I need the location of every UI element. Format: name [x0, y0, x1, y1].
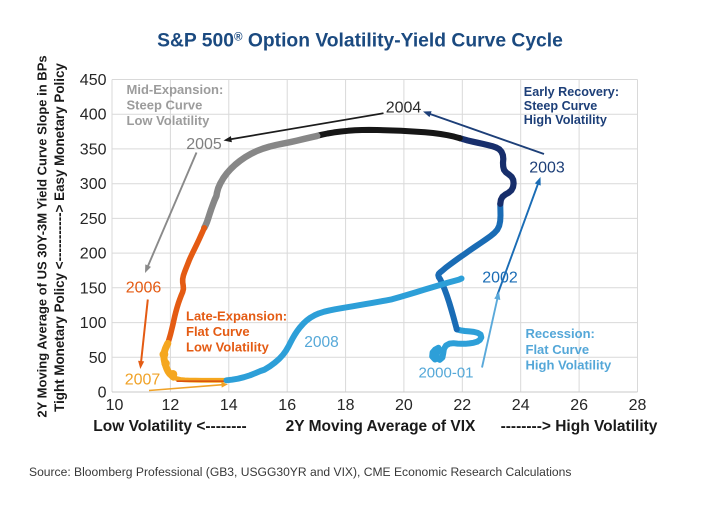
svg-text:26: 26	[570, 397, 588, 414]
svg-text:Mid-Expansion:: Mid-Expansion:	[127, 82, 224, 97]
svg-text:50: 50	[89, 350, 107, 367]
svg-text:High Volatility: High Volatility	[524, 113, 607, 127]
svg-text:Source: Bloomberg Professional: Source: Bloomberg Professional (GB3, USG…	[29, 465, 571, 479]
svg-text:150: 150	[80, 280, 107, 297]
svg-text:2003: 2003	[529, 160, 565, 177]
svg-text:10: 10	[106, 397, 124, 414]
svg-text:2007: 2007	[125, 372, 161, 389]
svg-text:2006: 2006	[126, 280, 162, 297]
svg-text:S&P 500® Option Volatility-Yie: S&P 500® Option Volatility-Yield Curve C…	[157, 31, 563, 52]
svg-text:250: 250	[80, 211, 107, 228]
svg-text:300: 300	[80, 176, 107, 193]
svg-text:2008: 2008	[304, 334, 338, 351]
svg-text:Early Recovery:: Early Recovery:	[524, 85, 619, 99]
svg-text:450: 450	[80, 72, 107, 89]
svg-text:2000-01: 2000-01	[418, 365, 473, 382]
svg-text:Steep Curve: Steep Curve	[524, 99, 598, 113]
svg-text:2002: 2002	[482, 270, 518, 287]
svg-text:16: 16	[278, 397, 296, 414]
svg-text:Low Volatility: Low Volatility	[127, 113, 211, 128]
svg-text:28: 28	[629, 397, 647, 414]
svg-text:Flat Curve: Flat Curve	[186, 324, 250, 339]
svg-text:0: 0	[98, 385, 107, 402]
svg-text:Low Volatility: Low Volatility	[186, 340, 270, 355]
svg-text:100: 100	[80, 315, 107, 332]
svg-text:14: 14	[220, 397, 238, 414]
svg-text:Late-Expansion:: Late-Expansion:	[186, 308, 287, 323]
svg-text:2004: 2004	[386, 100, 422, 117]
svg-text:18: 18	[337, 397, 355, 414]
svg-text:2Y Moving Average of VIX: 2Y Moving Average of VIX	[286, 418, 476, 435]
svg-text:12: 12	[162, 397, 180, 414]
svg-text:Low Volatility <--------: Low Volatility <--------	[93, 418, 246, 435]
svg-text:350: 350	[80, 141, 107, 158]
svg-text:400: 400	[80, 107, 107, 124]
svg-text:2005: 2005	[186, 136, 222, 153]
svg-text:20: 20	[395, 397, 413, 414]
svg-text:--------> High Volatility: --------> High Volatility	[501, 418, 658, 435]
svg-text:200: 200	[80, 246, 107, 263]
svg-text:Flat Curve: Flat Curve	[526, 342, 590, 357]
svg-text:22: 22	[453, 397, 471, 414]
svg-text:High Volatility: High Volatility	[526, 358, 612, 373]
svg-text:24: 24	[512, 397, 530, 414]
svg-text:Tight Monetary Policy <-------: Tight Monetary Policy <-----------> Easy…	[52, 63, 67, 412]
svg-text:Steep Curve: Steep Curve	[127, 98, 203, 113]
svg-text:Recession:: Recession:	[526, 326, 595, 341]
svg-text:2Y Moving Average of US 30Y-3M: 2Y Moving Average of US 30Y-3M Yield Cur…	[35, 55, 50, 417]
